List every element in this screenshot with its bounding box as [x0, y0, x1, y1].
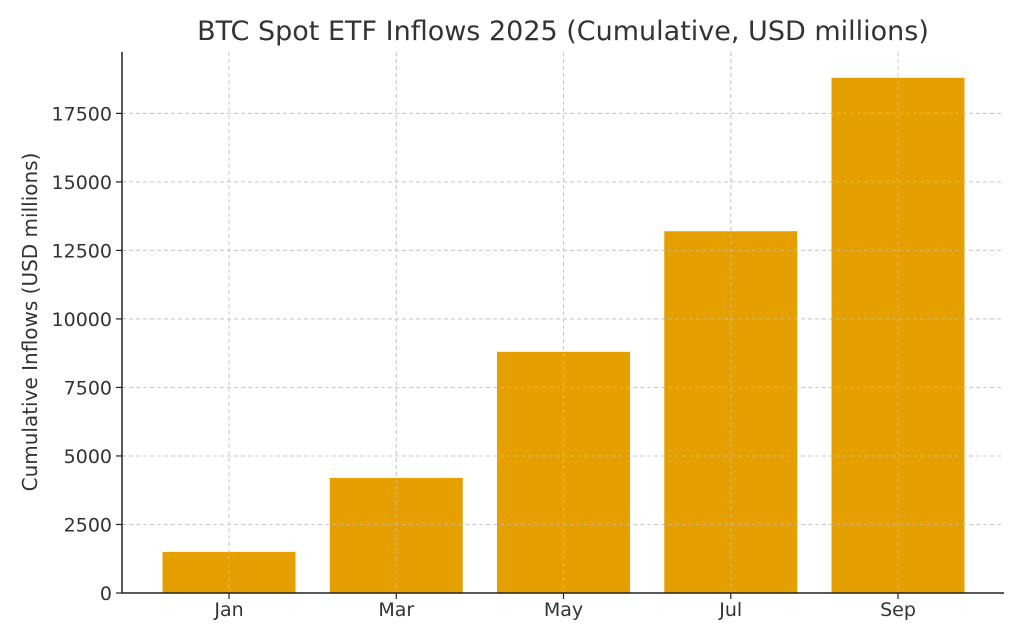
- x-tick-label: May: [544, 599, 583, 621]
- y-axis-label: Cumulative Inflows (USD millions): [18, 153, 42, 492]
- y-tick-label: 0: [100, 583, 112, 605]
- x-tick-label: Mar: [378, 599, 414, 621]
- y-tick-label: 17500: [52, 103, 112, 125]
- x-tick-label: Sep: [880, 599, 916, 621]
- x-tick-label: Jul: [718, 599, 742, 621]
- y-tick-label: 2500: [64, 514, 112, 536]
- y-tick-label: 5000: [64, 446, 112, 468]
- bar-layer: [122, 52, 1004, 594]
- label-layer: 0 2500 5000 7500 10000 12500 15000 17500 Jan Mar M…: [52, 103, 916, 621]
- x-tick-label: Jan: [213, 599, 243, 621]
- y-tick-label: 7500: [64, 377, 112, 399]
- y-tick-label: 15000: [52, 172, 112, 194]
- y-tick-label: 12500: [52, 240, 112, 262]
- axis-layer: [116, 52, 1004, 599]
- chart-title: BTC Spot ETF Inflows 2025 (Cumulative, U…: [197, 16, 929, 47]
- y-tick-label: 10000: [52, 309, 112, 331]
